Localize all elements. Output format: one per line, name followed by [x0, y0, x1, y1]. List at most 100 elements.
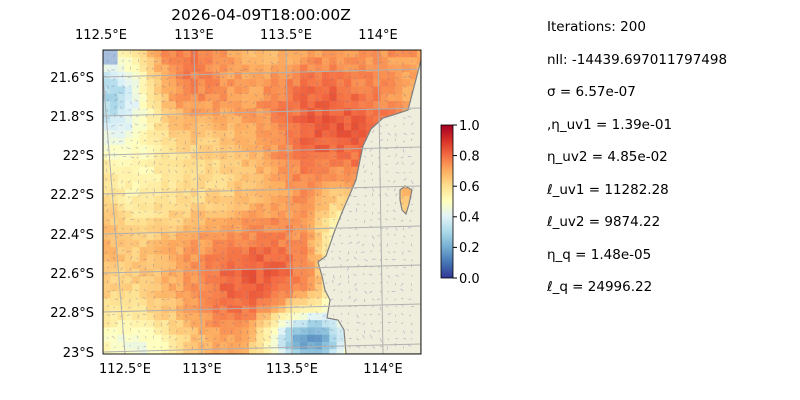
heatmap-cell — [270, 152, 279, 160]
current-arrow — [377, 313, 381, 315]
current-arrow — [159, 241, 162, 244]
current-arrow — [338, 77, 342, 79]
current-arrow — [300, 283, 303, 286]
heatmap-cell — [270, 298, 279, 306]
current-arrow — [144, 322, 147, 326]
heatmap-cell — [329, 93, 337, 102]
current-arrow — [122, 211, 126, 213]
heatmap-cell — [300, 298, 308, 306]
current-arrow — [175, 101, 178, 103]
current-arrow — [291, 107, 295, 110]
current-arrow — [106, 241, 111, 244]
heatmap-cell — [241, 225, 250, 233]
heatmap-cell — [300, 269, 308, 277]
current-arrow — [322, 328, 326, 331]
heatmap-cell — [285, 152, 294, 160]
current-arrow — [268, 335, 272, 339]
current-arrow — [278, 161, 280, 165]
current-arrow — [145, 306, 148, 310]
heatmap-cell — [132, 327, 140, 335]
heatmap-cell — [117, 232, 126, 241]
current-arrow — [161, 338, 164, 340]
heatmap-cell — [300, 152, 308, 160]
current-arrow — [401, 298, 404, 300]
current-arrow — [307, 93, 311, 96]
heatmap-cell — [241, 290, 250, 299]
current-arrow — [317, 259, 320, 262]
heatmap-cell — [234, 196, 242, 204]
heatmap-cell — [234, 203, 242, 211]
current-arrow — [323, 85, 326, 87]
current-arrow — [120, 106, 123, 110]
heatmap-cell — [278, 79, 286, 87]
heatmap-cell — [103, 217, 111, 226]
current-arrow — [166, 67, 170, 71]
current-arrow — [384, 218, 388, 221]
current-arrow — [323, 69, 326, 72]
heatmap-cell — [285, 254, 294, 262]
current-arrow — [371, 161, 373, 165]
heatmap-cell — [161, 349, 169, 354]
heatmap-cell — [292, 269, 301, 277]
heatmap-cell — [241, 93, 250, 102]
heatmap-cell — [183, 196, 191, 204]
current-arrow — [174, 274, 178, 278]
heatmap-cell — [197, 101, 206, 109]
current-arrow — [292, 336, 295, 339]
heatmap-cell — [146, 101, 155, 109]
current-arrow — [254, 282, 257, 285]
heatmap-cell — [278, 174, 286, 182]
heatmap-cell — [212, 217, 221, 226]
heatmap-cell — [343, 86, 352, 95]
current-arrow — [268, 250, 271, 252]
heatmap-cell — [307, 239, 315, 248]
heatmap-cell — [241, 312, 250, 321]
heatmap-cell — [270, 349, 279, 354]
current-arrow — [167, 298, 170, 300]
current-arrow — [243, 314, 248, 316]
current-arrow — [174, 338, 178, 341]
heatmap-cell — [256, 203, 264, 211]
heatmap-cell — [300, 210, 308, 219]
heatmap-cell — [227, 159, 235, 168]
colorbar-tick-label: 0.6 — [459, 180, 480, 195]
heatmap-cell — [124, 174, 133, 182]
heatmap-cell — [168, 123, 177, 131]
heatmap-cell — [183, 298, 191, 306]
current-arrow — [144, 267, 147, 270]
heatmap-cell — [110, 144, 118, 153]
heatmap-cell — [124, 144, 133, 153]
current-arrow — [247, 210, 251, 213]
heatmap-cell — [124, 93, 133, 102]
param-eta-uv2: η_uv2 = 4.85e-02 — [547, 149, 668, 165]
heatmap-cell — [307, 123, 315, 131]
heatmap-cell — [343, 159, 352, 168]
current-arrow — [181, 290, 186, 292]
current-arrow — [387, 275, 390, 279]
heatmap-cell — [219, 86, 228, 95]
heatmap-cell — [351, 166, 359, 175]
current-arrow — [277, 344, 279, 347]
heatmap-cell — [270, 342, 279, 350]
heatmap-cell — [132, 290, 140, 299]
heatmap-cell — [358, 108, 367, 116]
current-arrow — [347, 188, 349, 190]
heatmap-cell — [176, 290, 184, 299]
current-arrow — [214, 131, 217, 134]
current-arrow — [387, 77, 390, 80]
current-arrow — [348, 306, 352, 308]
current-arrow — [379, 61, 383, 63]
heatmap-cell — [292, 290, 301, 299]
heatmap-cell — [183, 261, 191, 270]
current-arrow — [231, 210, 234, 213]
current-arrow — [364, 298, 366, 303]
current-arrow — [184, 344, 187, 347]
current-arrow — [364, 346, 367, 349]
heatmap-cell — [110, 327, 118, 335]
current-arrow — [395, 162, 399, 165]
current-arrow — [331, 211, 334, 214]
current-arrow — [401, 50, 404, 55]
current-arrow — [215, 202, 217, 205]
heatmap-cell — [168, 225, 177, 233]
heatmap-cell — [307, 298, 315, 306]
